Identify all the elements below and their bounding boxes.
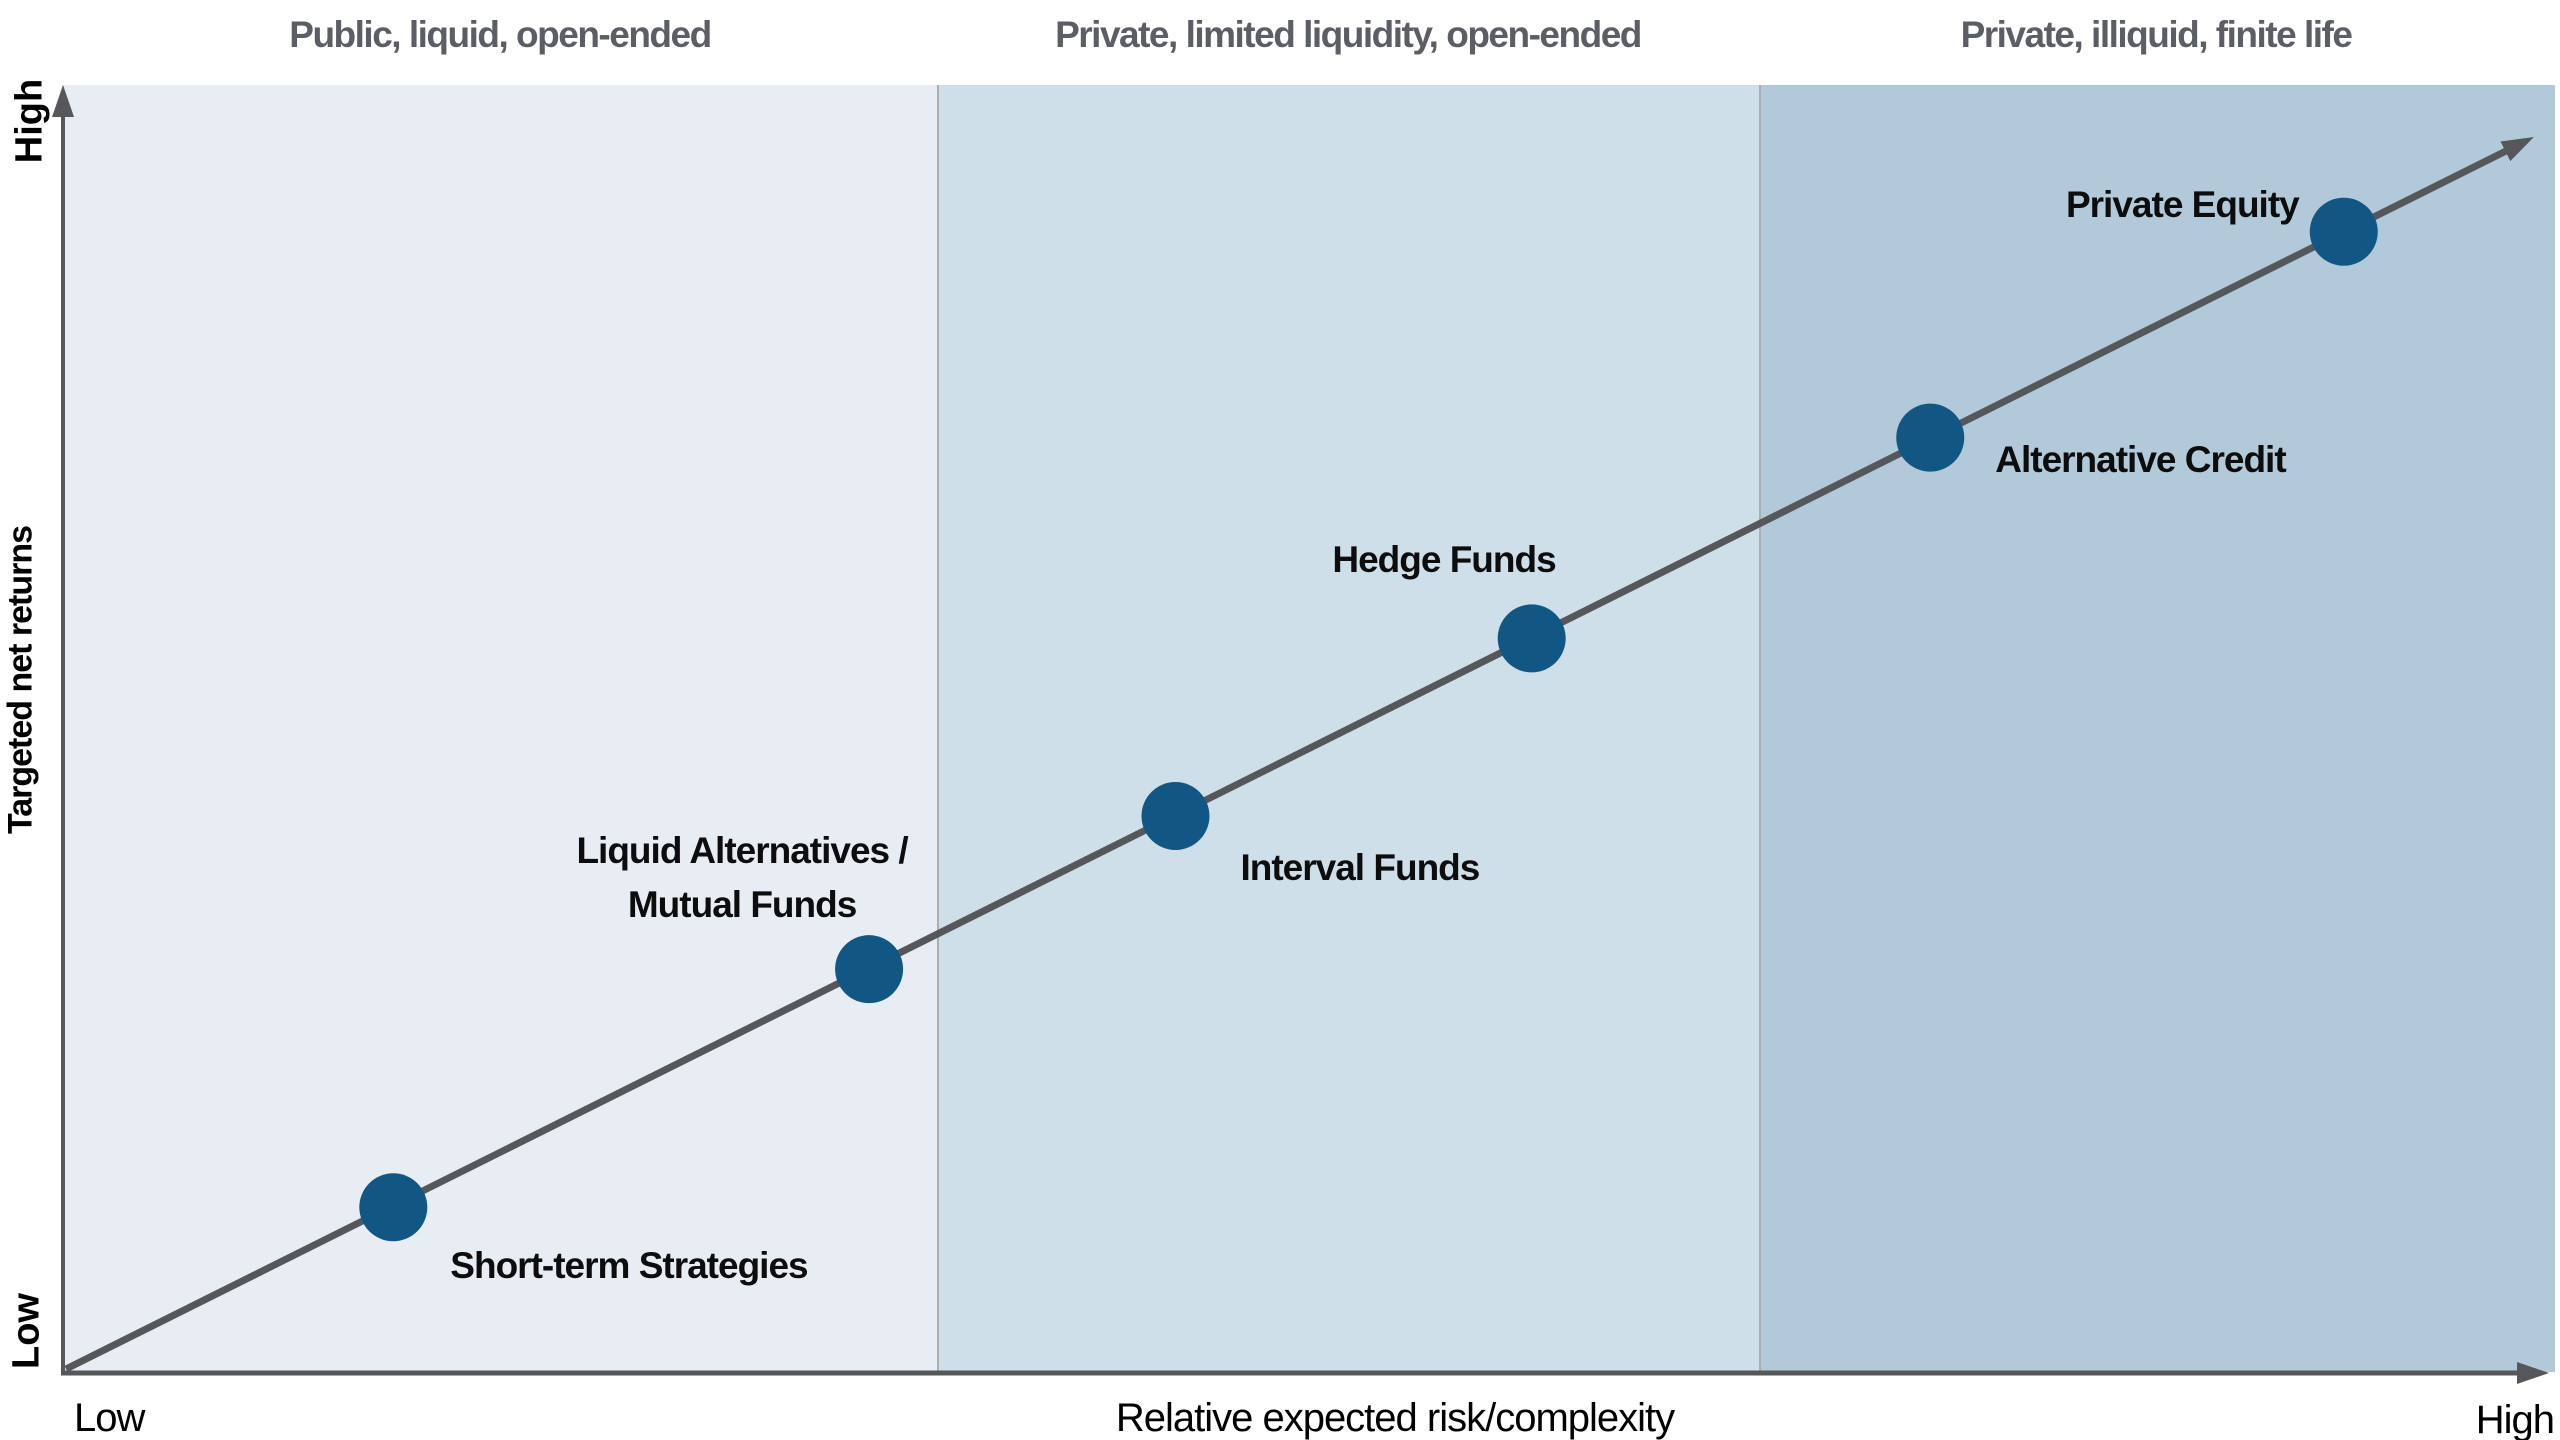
zone-header-private-limited: Private, limited liquidity, open-ended xyxy=(1055,14,1642,55)
data-point-label-hedge: Hedge Funds xyxy=(1332,539,1556,581)
data-point-liquid_alt xyxy=(835,935,904,1004)
x-axis-high-label: High xyxy=(2475,1398,2555,1440)
data-point-hedge xyxy=(1497,604,1566,673)
data-point-label-liquid_alt: Liquid Alternatives / Mutual Funds xyxy=(576,830,908,926)
data-point-label-interval: Interval Funds xyxy=(1240,847,1480,889)
data-point-label-pe: Private Equity xyxy=(2065,183,2300,225)
y-axis-title: Targeted net returns xyxy=(1,525,40,835)
zone-header-public-liquid: Public, liquid, open-ended xyxy=(289,14,712,55)
data-point-pe xyxy=(2309,197,2378,266)
y-axis-high-label: High xyxy=(8,78,51,164)
risk-return-trend-arrow xyxy=(64,137,2534,1373)
data-point-label-short_term: Short-term Strategies xyxy=(450,1245,808,1287)
data-point-interval xyxy=(1141,782,1210,851)
y-axis-low-label: Low xyxy=(5,1293,48,1369)
data-points-group xyxy=(359,197,2378,1242)
data-point-label-alt_credit: Alternative Credit xyxy=(1995,438,2286,480)
zone-band-private-illiquid xyxy=(1759,85,2555,1372)
data-point-alt_credit xyxy=(1896,403,1965,472)
zone-band-public-liquid xyxy=(62,85,937,1372)
x-axis-title: Relative expected risk/complexity xyxy=(1115,1396,1675,1440)
x-axis-low-label: Low xyxy=(74,1396,145,1440)
zone-header-private-illiquid: Private, illiquid, finite life xyxy=(1960,14,2353,55)
data-point-short_term xyxy=(359,1173,428,1242)
